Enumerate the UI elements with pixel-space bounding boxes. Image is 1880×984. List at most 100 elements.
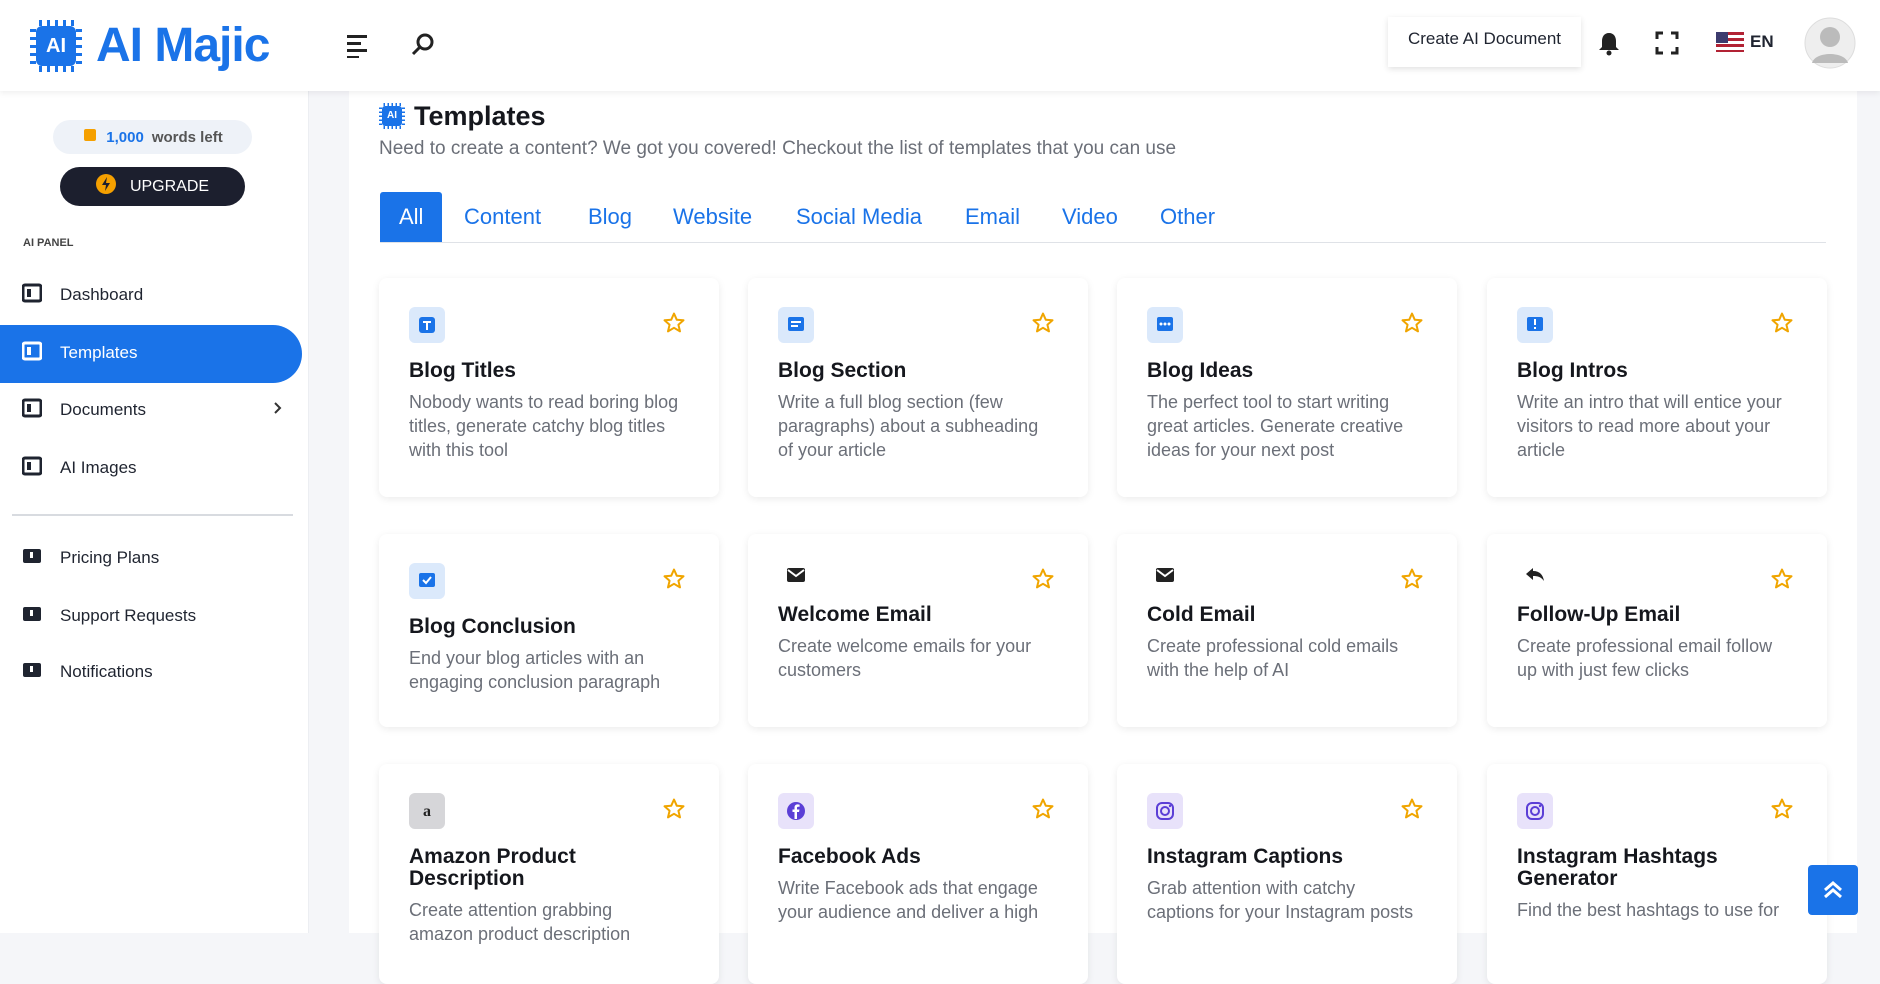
favorite-star[interactable]	[663, 312, 685, 339]
template-icon-svg	[1156, 802, 1174, 820]
search-button-svg	[411, 33, 434, 56]
app: AI AI Majic Create AI Document EN 1,000 words…	[0, 17, 1858, 944]
upgrade-label: UPGRADE	[129, 177, 210, 195]
template-icon-svg	[1526, 568, 1544, 581]
description-line: The perfect tool to start writing	[1147, 392, 1390, 412]
card-description: Write an intro that will entice your visi…	[1517, 390, 1797, 462]
menu-item[interactable]: Templates	[21, 340, 282, 366]
title-icon-svg	[379, 103, 405, 129]
category-tab[interactable]: Other	[1160, 204, 1216, 229]
favorite-star[interactable]	[663, 568, 685, 595]
menu-item[interactable]: Documents	[21, 397, 282, 423]
description-line: Create professional cold emails	[1147, 636, 1399, 656]
menu-icon-svg	[21, 456, 43, 475]
template-card[interactable]: Blog Intros Write an intro that will enti…	[1487, 278, 1827, 497]
description-line: Grab attention with catchy	[1147, 878, 1356, 898]
menu-icon-svg	[21, 341, 43, 360]
template-icon-svg	[787, 568, 805, 582]
favorite-star-svg	[663, 312, 685, 333]
title-badge: AI	[387, 110, 397, 121]
card-title: Blog Titles	[409, 359, 516, 382]
favorite-star[interactable]	[1401, 312, 1423, 339]
template-icon: a	[409, 793, 445, 829]
description-line: with the help of AI	[1147, 660, 1290, 680]
favorite-star-svg	[663, 798, 685, 819]
menu-item[interactable]: Notifications	[22, 659, 282, 685]
favorite-star[interactable]	[1771, 568, 1793, 595]
card-description: Nobody wants to read boring blog titles, …	[409, 390, 689, 462]
favorite-star[interactable]	[1032, 312, 1054, 339]
template-card[interactable]: Welcome Email Create welcome emails for y…	[748, 534, 1088, 727]
card-title: Cold Email	[1147, 603, 1256, 626]
template-icon	[1517, 307, 1553, 343]
favorite-star[interactable]	[1401, 798, 1423, 825]
description-line: Create attention grabbing	[409, 900, 613, 920]
expand-arrow-svg	[274, 402, 282, 414]
template-card[interactable]: Instagram Captions Grab attention with ca…	[1117, 764, 1457, 984]
scroll-top-button[interactable]	[1808, 865, 1858, 915]
menu-item[interactable]: AI Images	[21, 455, 282, 481]
menu-item[interactable]: Support Requests	[22, 603, 282, 629]
favorite-star[interactable]	[663, 798, 685, 825]
menu-item[interactable]: Pricing Plans	[22, 545, 282, 571]
sidebar-divider	[12, 514, 293, 516]
create-document-button[interactable]: Create AI Document	[1388, 17, 1581, 67]
menu-label: Notifications	[60, 662, 153, 681]
search-button[interactable]	[411, 32, 435, 61]
card-title: Facebook Ads	[778, 845, 921, 868]
page: AI AI Majic Create AI Document EN 1,000 words…	[0, 17, 1858, 944]
description-line: End your blog articles with an	[409, 648, 645, 668]
language-label[interactable]: EN	[1750, 32, 1774, 51]
svg-text:a: a	[423, 803, 431, 820]
card-title: Blog Conclusion	[409, 615, 576, 638]
menu-toggle[interactable]	[347, 34, 367, 63]
description-line: great articles. Generate creative	[1147, 416, 1404, 436]
template-card[interactable]: Cold Email Create professional cold email…	[1117, 534, 1457, 727]
notifications-button[interactable]	[1597, 31, 1621, 62]
template-card[interactable]: Blog Titles Nobody wants to read boring b…	[379, 278, 719, 497]
description-line: engaging conclusion paragraph	[409, 672, 661, 692]
menu-label: AI Images	[60, 458, 137, 477]
menu-icon	[21, 341, 43, 366]
card-title: Blog Section	[778, 359, 907, 382]
card-description: Create welcome emails for your customers	[778, 634, 1058, 682]
template-card[interactable]: Instagram Hashtags Generator Find the bes…	[1487, 764, 1827, 984]
sidebar	[0, 91, 309, 933]
menu-icon	[22, 546, 42, 571]
menu-label: Dashboard	[60, 285, 144, 304]
template-card[interactable]: Blog Conclusion End your blog articles wi…	[379, 534, 719, 727]
template-icon	[409, 563, 445, 599]
favorite-star[interactable]	[1771, 798, 1793, 825]
category-tab[interactable]: Video	[1062, 204, 1118, 229]
template-card[interactable]: Blog Section Write a full blog section (f…	[748, 278, 1088, 497]
category-tab[interactable]: Email	[965, 204, 1021, 229]
upgrade-button[interactable]: UPGRADE	[60, 167, 245, 206]
category-tab[interactable]: Content	[464, 204, 542, 229]
template-icon	[778, 307, 814, 343]
menu-item[interactable]: Dashboard	[21, 282, 282, 308]
category-tab[interactable]: Blog	[588, 204, 633, 229]
menu-label: Templates	[60, 343, 138, 362]
description-line: with this tool	[409, 440, 509, 460]
favorite-star-svg	[1032, 312, 1054, 333]
template-card[interactable]: Blog Ideas The perfect tool to start writ…	[1117, 278, 1457, 497]
language-flag-svg	[1716, 32, 1744, 52]
favorite-star[interactable]	[1032, 798, 1054, 825]
favorite-star[interactable]	[1032, 568, 1054, 595]
favorite-star[interactable]	[1771, 312, 1793, 339]
card-description: Write a full blog section (few paragraphs…	[778, 390, 1058, 462]
user-avatar-svg	[1804, 17, 1856, 69]
title-icon	[379, 103, 405, 134]
user-avatar[interactable]	[1804, 17, 1856, 74]
favorite-star[interactable]	[1401, 568, 1423, 595]
template-icon	[1147, 793, 1183, 829]
template-card[interactable]: Facebook Ads Write Facebook ads that enga…	[748, 764, 1088, 984]
expand-arrow	[272, 400, 282, 420]
language-flag[interactable]	[1716, 32, 1744, 57]
template-card[interactable]: a Amazon Product Description Create attent…	[379, 764, 719, 984]
category-tab[interactable]: Social Media	[796, 204, 922, 229]
category-tab[interactable]: All	[380, 192, 443, 242]
category-tab[interactable]: Website	[673, 204, 753, 229]
fullscreen-button[interactable]	[1655, 31, 1679, 60]
template-card[interactable]: Follow-Up Email Create professional email…	[1487, 534, 1827, 727]
